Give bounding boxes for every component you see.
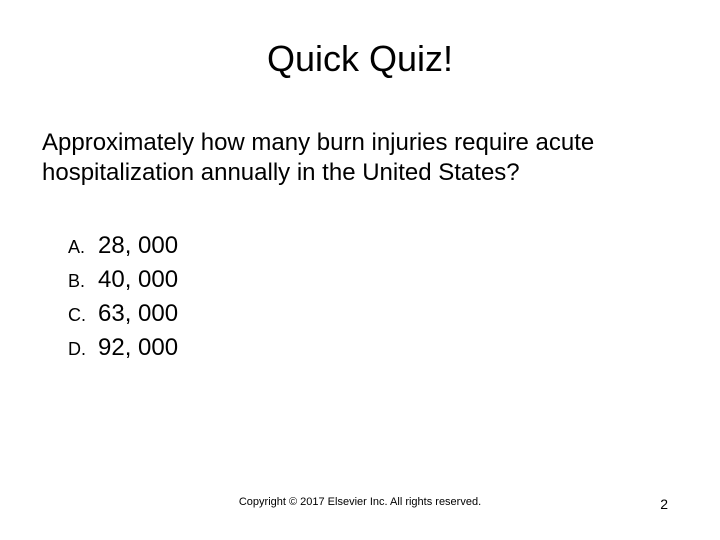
option-letter: A. [68, 237, 98, 258]
options-list: A. 28, 000 B. 40, 000 C. 63, 000 D. 92, … [40, 232, 680, 362]
option-c: C. 63, 000 [68, 300, 680, 328]
option-text: 92, 000 [98, 334, 178, 362]
slide-title: Quick Quiz! [40, 38, 680, 80]
option-letter: D. [68, 339, 98, 360]
page-number: 2 [660, 496, 668, 512]
option-b: B. 40, 000 [68, 266, 680, 294]
slide-container: Quick Quiz! Approximately how many burn … [0, 0, 720, 540]
option-text: 63, 000 [98, 300, 178, 328]
option-a: A. 28, 000 [68, 232, 680, 260]
quiz-question: Approximately how many burn injuries req… [40, 128, 680, 188]
option-text: 40, 000 [98, 266, 178, 294]
option-letter: C. [68, 305, 98, 326]
option-text: 28, 000 [98, 232, 178, 260]
copyright-footer: Copyright © 2017 Elsevier Inc. All right… [0, 496, 720, 508]
option-letter: B. [68, 271, 98, 292]
option-d: D. 92, 000 [68, 334, 680, 362]
